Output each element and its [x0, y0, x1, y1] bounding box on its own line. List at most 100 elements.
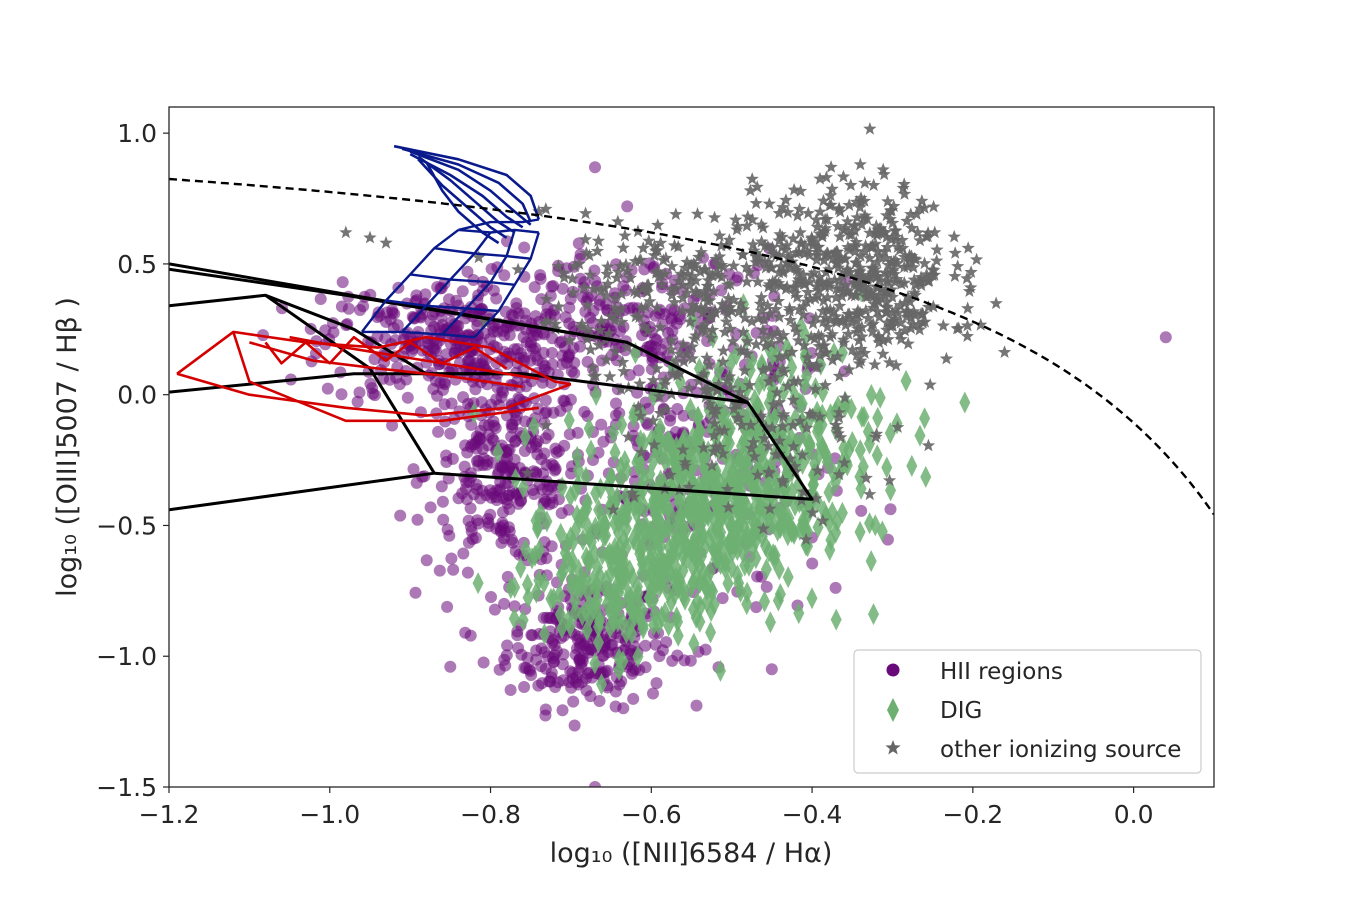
data-point — [702, 358, 716, 371]
data-point — [593, 695, 606, 707]
data-point — [450, 342, 463, 355]
data-point — [653, 268, 668, 281]
data-point — [811, 463, 825, 477]
data-point — [485, 591, 497, 603]
data-point — [619, 449, 631, 472]
data-point — [677, 409, 690, 422]
data-point — [765, 260, 779, 274]
data-point — [711, 517, 723, 540]
data-point — [539, 432, 552, 445]
data-point — [632, 364, 645, 377]
data-point — [458, 460, 471, 473]
data-point — [742, 496, 754, 519]
data-point — [618, 529, 630, 552]
data-point — [836, 284, 850, 298]
data-point — [855, 329, 869, 343]
data-point — [907, 272, 921, 286]
data-point — [849, 195, 863, 208]
model-line-blue — [458, 228, 539, 234]
data-point — [800, 365, 812, 388]
data-point — [795, 448, 809, 461]
data-point — [833, 229, 847, 243]
x-tick-label: −0.2 — [942, 800, 1003, 829]
data-point — [863, 285, 878, 299]
data-point — [500, 446, 513, 459]
data-point — [787, 182, 801, 196]
data-point — [865, 324, 880, 338]
data-point — [637, 617, 649, 640]
data-point — [589, 577, 601, 600]
x-tick-label: 0.0 — [1114, 800, 1154, 829]
data-point — [805, 407, 820, 421]
data-point — [803, 248, 817, 261]
data-point — [816, 513, 830, 527]
data-point — [610, 271, 624, 284]
data-point — [490, 491, 503, 503]
data-point — [699, 643, 712, 656]
data-point — [864, 512, 876, 535]
data-point — [775, 230, 789, 243]
data-point — [831, 349, 845, 363]
data-point — [731, 397, 745, 411]
data-point — [366, 382, 379, 395]
data-point — [919, 271, 934, 285]
data-point — [851, 281, 866, 295]
data-point-outlier — [1159, 331, 1172, 344]
data-point — [571, 445, 583, 468]
data-point — [697, 440, 711, 454]
data-point — [680, 255, 694, 268]
data-point — [556, 282, 569, 295]
data-point — [401, 391, 414, 404]
data-point — [829, 418, 843, 431]
data-point — [407, 463, 420, 476]
data-point — [510, 297, 523, 310]
data-point — [700, 288, 715, 302]
data-point — [690, 543, 702, 566]
data-point — [583, 417, 595, 440]
data-point — [848, 218, 862, 232]
data-point — [653, 406, 667, 419]
data-point — [819, 170, 833, 184]
data-point — [820, 246, 834, 259]
data-point — [539, 202, 553, 215]
data-point — [393, 378, 406, 391]
data-point — [613, 647, 625, 670]
data-point — [753, 250, 767, 264]
data-point — [559, 542, 571, 565]
data-point — [722, 301, 736, 315]
data-point — [786, 393, 800, 406]
data-point — [808, 382, 823, 396]
data-point — [684, 397, 696, 420]
data-point — [654, 417, 666, 440]
data-point — [900, 369, 912, 392]
data-point — [701, 273, 716, 287]
data-point — [650, 677, 663, 690]
data-point — [546, 347, 558, 359]
data-point — [862, 283, 876, 297]
data-point — [538, 623, 550, 646]
data-point — [913, 233, 927, 247]
data-point — [761, 298, 775, 312]
data-point — [687, 598, 699, 621]
data-point — [652, 389, 666, 403]
data-point — [487, 284, 500, 297]
data-point — [793, 225, 807, 239]
data-point — [557, 270, 571, 284]
data-point — [815, 229, 829, 242]
data-point — [754, 408, 768, 422]
data-point — [508, 343, 521, 356]
data-point — [813, 348, 827, 361]
data-point — [897, 187, 912, 200]
model-line-red — [232, 331, 539, 423]
data-point — [556, 704, 569, 717]
data-point-outlier — [589, 161, 601, 174]
data-point — [930, 242, 944, 256]
data-point — [764, 328, 778, 341]
data-point — [939, 351, 954, 365]
data-point — [719, 314, 734, 328]
data-point — [823, 330, 837, 343]
data-point — [750, 601, 763, 614]
data-point — [740, 533, 752, 556]
data-point — [825, 403, 837, 426]
data-point — [585, 530, 597, 553]
